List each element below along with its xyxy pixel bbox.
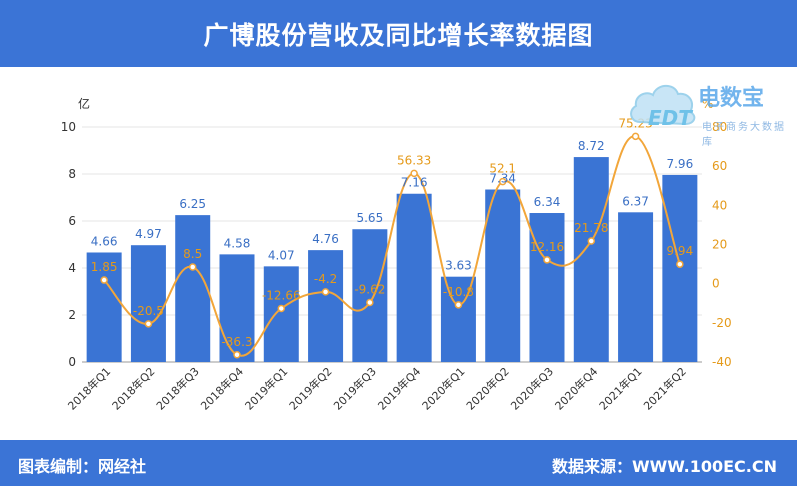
footer-credit: 图表编制：网经社 [18,457,147,476]
x-axis-category-label: 2018年Q4 [198,364,247,413]
x-axis-category-label: 2020年Q2 [463,364,512,413]
bar-value-label: 4.66 [91,234,118,248]
right-axis-tick-label: 80 [712,120,727,134]
line-point [631,132,640,141]
line-value-label: -36.3 [221,335,252,349]
cloud-icon [630,84,696,126]
right-axis-unit: % [702,97,713,111]
x-axis-category-label: 2019年Q1 [242,364,291,413]
right-axis-tick-label: 0 [712,277,720,291]
x-axis-category-label: 2021年Q1 [596,364,645,413]
line-value-label: -20.5 [133,304,164,318]
line-point [676,260,684,268]
line-point [543,256,551,264]
x-axis-category-label: 2019年Q4 [375,364,424,413]
bar [86,252,122,362]
footer-source: 数据来源：WWW.100EC.CN [551,457,777,476]
bar-value-label: 7.96 [666,157,693,171]
x-axis-category-label: 2020年Q3 [508,364,557,413]
x-axis-category-label: 2018年Q1 [65,364,114,413]
x-axis-category-label: 2018年Q3 [153,364,202,413]
line-point [277,304,286,313]
bar [219,254,255,362]
watermark-logo: EDT 电数宝 电子商务大数据库 [626,74,792,148]
line-value-label: -12.66 [262,288,301,302]
bar-value-label: 8.72 [578,139,605,153]
line-value-label: 1.85 [91,260,118,274]
line-value-label: 9.94 [666,244,693,258]
line-value-label: -9.62 [354,283,385,297]
right-axis-tick-label: 20 [712,238,727,252]
line-point [188,263,197,271]
chart-area: 0 2 4 6 8 10亿 -40 -20 0 20 40 60 80% 4.66 4.97 6.25 4.58… [61,96,732,413]
line-point [498,177,507,186]
bar [263,266,299,362]
line-value-label: -4.2 [314,272,337,286]
bar-value-label: 4.58 [224,236,251,250]
line-point [144,320,153,328]
left-axis-tick-label: 6 [68,214,76,228]
x-axis-category-label: 2021年Q2 [640,364,689,413]
bar-value-label: 4.76 [312,232,339,246]
line-value-label: 52.1 [489,162,516,176]
left-axis-tick-label: 4 [68,261,76,275]
line-point [233,351,241,359]
bar [662,174,698,362]
bar-value-label: 7.16 [401,176,428,190]
line-point [587,237,596,245]
bar-value-label: 7.34 [489,172,516,186]
x-axis-category-label: 2020年Q4 [552,364,601,413]
line-value-label: 8.5 [183,247,202,261]
bar [352,229,388,362]
line-point [410,169,418,178]
bar-value-label: 4.07 [268,248,295,262]
right-axis-tick-label: 60 [712,159,727,173]
line-point [100,276,108,284]
line-point [454,301,463,309]
x-axis-category-label: 2018年Q2 [109,364,158,413]
x-axis-category-label: 2019年Q3 [330,364,379,413]
bar [130,245,166,362]
watermark-subtitle: 电子商务大数据库 [702,122,786,148]
watermark-logo-text: EDT [648,106,692,130]
footer-bar: 图表编制：网经社 数据来源：WWW.100EC.CN [0,440,797,486]
line-point [366,298,374,307]
watermark-brand: 电数宝 [698,86,765,111]
line-value-label: -10.8 [443,285,474,299]
right-axis-tick-label: -40 [712,355,732,369]
bar-value-label: 5.65 [356,211,383,225]
right-axis-tick-label: -20 [712,316,732,330]
left-axis-unit: 亿 [78,96,90,111]
bar [396,193,432,362]
x-axis-category-label: 2020年Q1 [419,364,468,413]
title-bar: 广博股份营收及同比增长率数据图 [0,0,797,67]
bar-value-label: 6.34 [534,195,561,209]
bar [618,212,654,362]
bar [485,189,521,362]
left-axis-tick-label: 8 [68,167,76,181]
left-axis-tick-label: 10 [61,120,76,134]
line-value-label: 21.78 [574,221,608,235]
x-axis-category-label: 2019年Q2 [286,364,335,413]
bar-value-label: 6.37 [622,194,649,208]
bar-value-label: 3.63 [445,259,472,273]
bar [529,213,565,362]
line-value-label: 12.16 [530,240,564,254]
bar [175,215,211,362]
left-axis-tick-label: 2 [68,308,76,322]
chart-title: 广博股份营收及同比增长率数据图 [203,20,594,50]
bar-value-label: 6.25 [179,197,206,211]
line-point [321,288,330,296]
bar [573,157,609,362]
line-value-label: 56.33 [397,153,431,167]
bar [308,250,344,362]
left-axis-tick-label: 0 [68,355,76,369]
bar-value-label: 4.97 [135,227,162,241]
right-axis-tick-label: 40 [712,198,727,212]
